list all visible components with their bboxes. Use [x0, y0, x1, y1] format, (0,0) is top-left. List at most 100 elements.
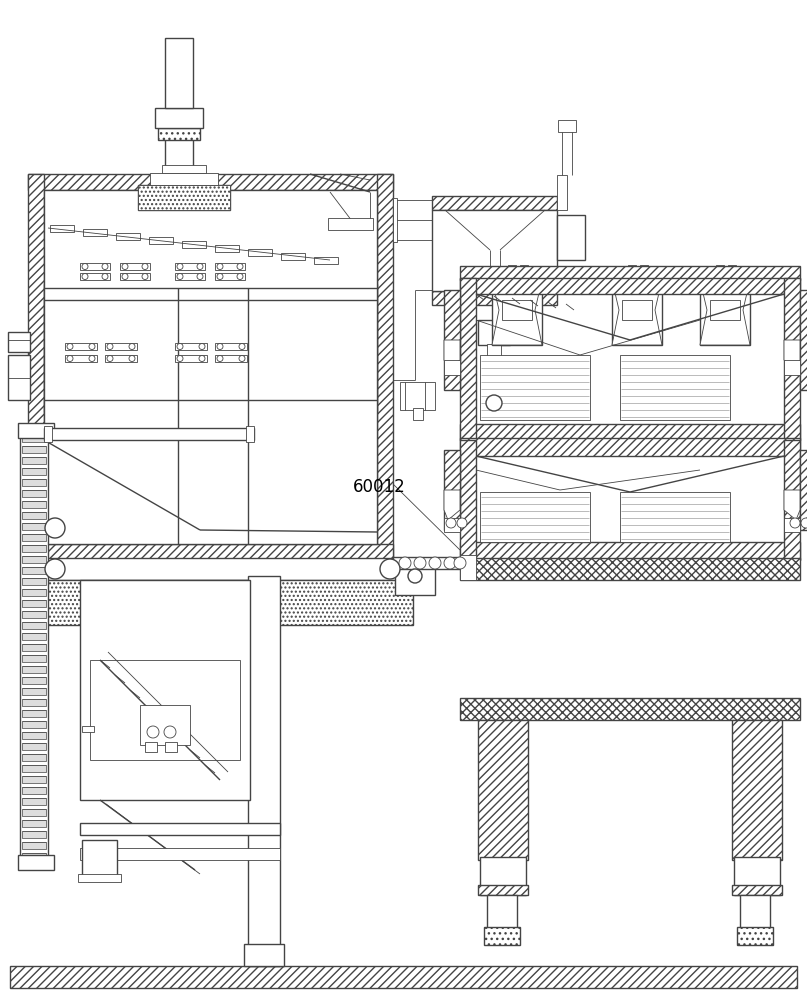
Bar: [28, 580, 413, 625]
Bar: [182, 241, 206, 248]
Bar: [784, 278, 800, 440]
Polygon shape: [612, 280, 662, 345]
Bar: [149, 237, 173, 244]
Circle shape: [429, 557, 441, 569]
Bar: [28, 558, 396, 580]
Bar: [175, 343, 207, 350]
Bar: [22, 556, 46, 563]
Bar: [22, 600, 46, 607]
Bar: [800, 450, 807, 530]
Bar: [478, 885, 528, 895]
Bar: [520, 265, 528, 280]
Circle shape: [129, 356, 135, 361]
Circle shape: [82, 273, 88, 279]
Bar: [281, 253, 305, 260]
Bar: [328, 218, 373, 230]
Bar: [460, 278, 476, 440]
Bar: [22, 589, 46, 596]
Bar: [612, 280, 662, 345]
Circle shape: [129, 344, 135, 350]
Circle shape: [122, 273, 128, 279]
Bar: [784, 440, 800, 560]
Bar: [10, 966, 797, 988]
Circle shape: [107, 356, 113, 361]
Circle shape: [177, 273, 183, 279]
Bar: [400, 382, 435, 410]
Circle shape: [801, 518, 807, 528]
Circle shape: [89, 356, 95, 361]
Circle shape: [446, 518, 456, 528]
Bar: [22, 479, 46, 486]
Bar: [484, 927, 520, 945]
Bar: [460, 542, 800, 560]
Bar: [82, 726, 94, 732]
Bar: [460, 555, 476, 580]
Bar: [483, 370, 505, 392]
Circle shape: [217, 263, 223, 269]
Text: 60012: 60012: [353, 478, 406, 496]
Circle shape: [82, 263, 88, 269]
Circle shape: [237, 273, 243, 279]
Bar: [628, 265, 636, 280]
Bar: [20, 435, 48, 865]
Bar: [22, 545, 46, 552]
Bar: [105, 343, 137, 350]
Bar: [557, 215, 585, 260]
Circle shape: [177, 356, 183, 361]
Bar: [22, 567, 46, 574]
Bar: [314, 257, 338, 264]
Bar: [50, 225, 74, 232]
Bar: [116, 233, 140, 240]
Bar: [728, 265, 736, 280]
Bar: [22, 765, 46, 772]
Bar: [44, 288, 377, 300]
Circle shape: [399, 557, 411, 569]
Bar: [175, 263, 205, 270]
Bar: [138, 185, 230, 210]
Bar: [28, 544, 393, 560]
Bar: [395, 558, 435, 595]
Polygon shape: [492, 280, 542, 345]
Bar: [22, 457, 46, 464]
Circle shape: [237, 263, 243, 269]
Bar: [737, 927, 773, 945]
Circle shape: [408, 569, 422, 583]
Bar: [82, 840, 117, 880]
Bar: [22, 633, 46, 640]
Bar: [155, 108, 203, 128]
Bar: [22, 853, 46, 860]
Bar: [710, 300, 740, 320]
Circle shape: [177, 344, 183, 350]
Bar: [8, 355, 30, 400]
Bar: [162, 165, 206, 173]
Bar: [65, 355, 97, 362]
Bar: [732, 720, 782, 860]
Bar: [460, 440, 476, 560]
Bar: [22, 820, 46, 827]
Circle shape: [217, 344, 223, 350]
Bar: [22, 809, 46, 816]
Polygon shape: [784, 340, 800, 370]
Bar: [22, 776, 46, 783]
Bar: [22, 677, 46, 684]
Circle shape: [197, 273, 203, 279]
Bar: [432, 291, 557, 305]
Bar: [18, 855, 54, 870]
Bar: [480, 492, 590, 542]
Bar: [22, 578, 46, 585]
Bar: [487, 344, 501, 370]
Bar: [145, 742, 157, 752]
Bar: [620, 355, 730, 420]
Bar: [80, 848, 280, 860]
Bar: [22, 688, 46, 695]
Bar: [700, 280, 750, 345]
Bar: [44, 400, 377, 412]
Circle shape: [107, 344, 113, 350]
Bar: [215, 273, 245, 280]
Bar: [44, 428, 254, 440]
Bar: [28, 174, 44, 560]
Bar: [22, 699, 46, 706]
Bar: [22, 435, 46, 442]
Bar: [22, 710, 46, 717]
Circle shape: [45, 518, 65, 538]
